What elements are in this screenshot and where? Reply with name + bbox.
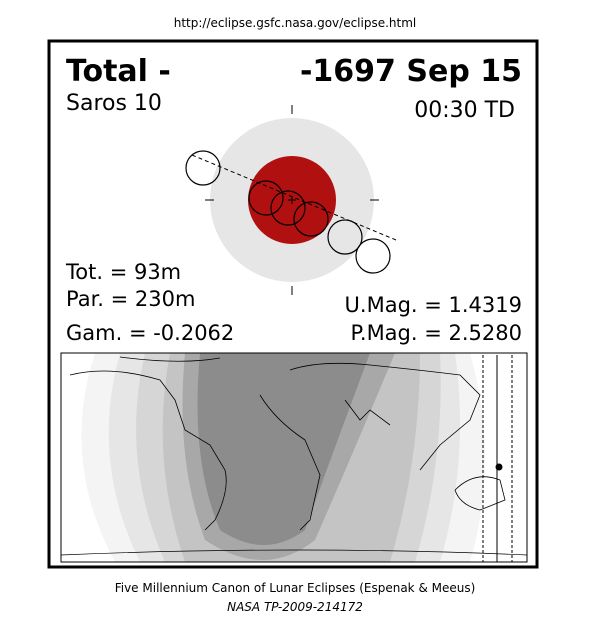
frame (47, 39, 539, 569)
umbral-magnitude: U.Mag. = 1.4319 (345, 293, 522, 317)
eclipse-type: Total - (66, 54, 171, 89)
penumbral-magnitude: P.Mag. = 2.5280 (351, 321, 523, 345)
gamma: Gam. = -0.2062 (66, 321, 234, 345)
totality-duration: Tot. = 93m (65, 260, 181, 284)
moon-path (191, 154, 397, 241)
eclipse-date: -1697 Sep 15 (300, 54, 522, 89)
canon-credit: Five Millennium Canon of Lunar Eclipses … (115, 581, 476, 595)
reference: NASA TP-2009-214172 (227, 600, 363, 614)
partial-duration: Par. = 230m (66, 287, 195, 311)
time: 00:30 TD (414, 98, 515, 123)
visibility-map (60, 352, 528, 563)
moon-positions (185, 150, 391, 274)
eclipse-geometry (185, 105, 397, 295)
axis-ticks (205, 105, 379, 295)
saros: Saros 10 (66, 91, 162, 116)
url: http://eclipse.gsfc.nasa.gov/eclipse.htm… (174, 16, 417, 30)
